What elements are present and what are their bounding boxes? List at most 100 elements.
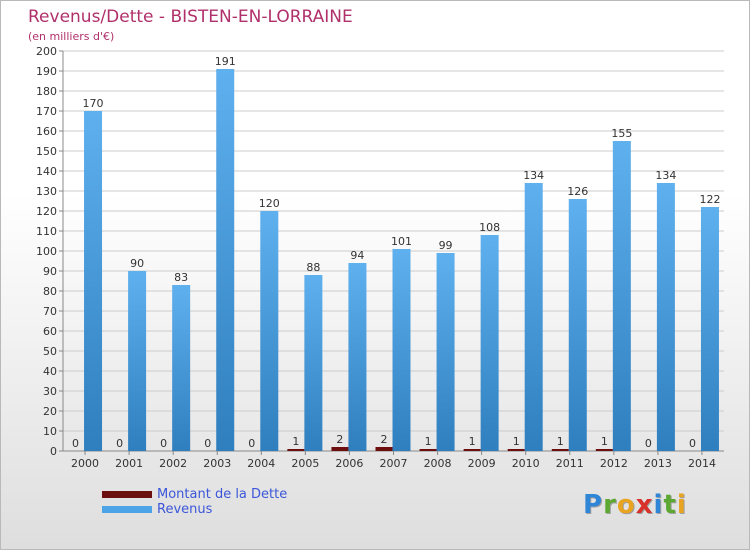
data-label-dette: 0 [72,437,79,450]
data-label-dette: 1 [557,435,564,448]
bar-revenus [172,285,191,451]
data-label-revenus: 101 [391,235,412,248]
logo-letter: i [653,490,664,520]
x-tick-label: 2011 [556,457,584,470]
y-tick-label: 180 [36,85,57,98]
bar-revenus [260,211,279,451]
data-label-dette: 0 [204,437,211,450]
data-label-dette: 1 [469,435,476,448]
x-tick-label: 2008 [424,457,452,470]
data-label-dette: 0 [248,437,255,450]
bar-revenus [436,253,455,451]
y-tick-label: 190 [36,65,57,78]
bar-dette [463,449,481,451]
logo-letter: i [676,490,687,520]
x-tick-label: 2001 [115,457,143,470]
bar-revenus [84,111,103,451]
bar-revenus [348,263,367,451]
y-tick-label: 60 [43,325,57,338]
y-tick-label: 150 [36,145,57,158]
y-tick-label: 0 [50,445,57,458]
logo-letter: t [663,490,677,520]
bar-dette [331,447,349,451]
y-tick-label: 20 [43,405,57,418]
data-label-revenus: 90 [130,257,144,270]
x-tick-label: 2014 [688,457,716,470]
y-tick-label: 30 [43,385,57,398]
data-label-dette: 0 [645,437,652,450]
data-label-dette: 0 [689,437,696,450]
data-label-dette: 1 [425,435,432,448]
logo-letter: r [603,490,617,520]
bar-dette [595,449,613,451]
data-label-revenus: 99 [439,239,453,252]
x-tick-label: 2005 [291,457,319,470]
bar-revenus [700,207,719,451]
x-tick-label: 2003 [203,457,231,470]
logo-letter: o [616,490,636,520]
bar-dette [507,449,525,451]
data-label-revenus: 134 [655,169,676,182]
data-label-revenus: 120 [259,197,280,210]
data-label-revenus: 88 [306,261,320,274]
y-tick-label: 90 [43,265,57,278]
data-label-revenus: 126 [567,185,588,198]
legend-label-dette: Montant de la Dette [157,487,288,502]
data-label-revenus: 122 [699,193,720,206]
bar-dette [551,449,569,451]
x-tick-label: 2013 [644,457,672,470]
bar-revenus [612,141,631,451]
chart-subtitle: (en milliers d'€) [28,30,115,43]
x-tick-label: 2012 [600,457,628,470]
bar-revenus [216,69,235,451]
data-label-dette: 0 [160,437,167,450]
y-tick-label: 80 [43,285,57,298]
bar-revenus [524,183,543,451]
x-tick-label: 2006 [335,457,363,470]
x-tick-label: 2000 [71,457,99,470]
data-label-dette: 2 [381,433,388,446]
bar-dette [375,447,393,451]
bar-dette [419,449,437,451]
chart-title: Revenus/Dette - BISTEN-EN-LORRAINE [28,7,353,27]
x-tick-label: 2002 [159,457,187,470]
bar-revenus [656,183,675,451]
y-tick-label: 10 [43,425,57,438]
y-tick-label: 130 [36,185,57,198]
proxiti-logo: Proxiti [583,490,687,520]
x-tick-label: 2004 [247,457,275,470]
y-tick-label: 70 [43,305,57,318]
legend-swatch-dette [102,491,152,498]
legend-swatch-revenus [102,506,152,513]
logo-letter: P [583,490,604,520]
data-label-revenus: 83 [174,271,188,284]
bar-dette [287,449,305,451]
data-label-dette: 1 [601,435,608,448]
x-tick-label: 2009 [468,457,496,470]
x-tick-label: 2007 [380,457,408,470]
data-label-revenus: 155 [611,127,632,140]
y-tick-label: 110 [36,225,57,238]
data-label-dette: 1 [513,435,520,448]
bar-revenus [128,271,147,451]
data-label-dette: 0 [116,437,123,450]
y-tick-label: 50 [43,345,57,358]
data-label-revenus: 94 [350,249,364,262]
y-tick-label: 120 [36,205,57,218]
logo-letter: x [635,490,654,520]
y-tick-label: 100 [36,245,57,258]
data-label-dette: 2 [336,433,343,446]
bar-revenus [392,249,411,451]
data-label-revenus: 191 [215,55,236,68]
y-tick-label: 140 [36,165,57,178]
data-label-revenus: 108 [479,221,500,234]
y-tick-label: 160 [36,125,57,138]
data-label-dette: 1 [292,435,299,448]
bar-revenus [304,275,323,451]
y-tick-label: 40 [43,365,57,378]
x-tick-label: 2010 [512,457,540,470]
y-tick-label: 200 [36,45,57,58]
y-tick-label: 170 [36,105,57,118]
